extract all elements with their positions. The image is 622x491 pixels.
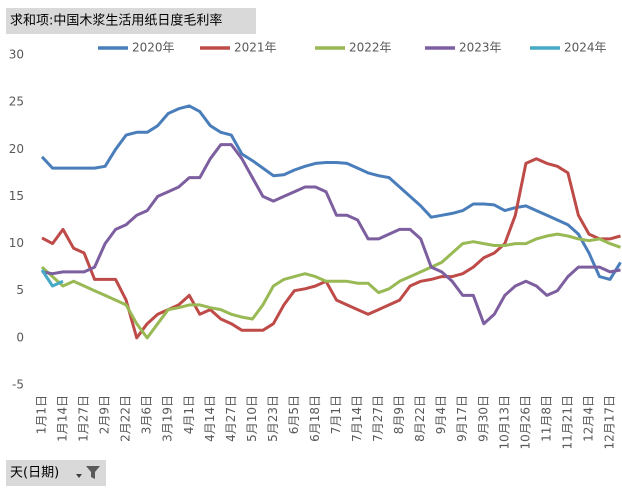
- x-tick-label: 9月30日: [476, 395, 490, 442]
- x-tick-label: 3月19日: [161, 395, 175, 442]
- x-tick-label: 5月10日: [245, 395, 259, 442]
- legend-label: 2023年: [459, 41, 502, 55]
- button-bg[interactable]: [6, 460, 106, 486]
- x-tick-label: 3月6日: [140, 395, 154, 434]
- x-tick-label: 1月1日: [35, 395, 49, 434]
- x-tick-label: 12月4日: [581, 395, 595, 442]
- x-tick-label: 1月14日: [56, 395, 70, 442]
- legend-label: 2020年: [132, 41, 175, 55]
- y-tick-label: -5: [12, 378, 24, 392]
- filter-icon[interactable]: [86, 466, 100, 479]
- y-tick-label: 15: [9, 189, 24, 203]
- series-line: [40, 269, 64, 288]
- chart-title: 求和项:中国木浆生活用纸日度毛利率: [10, 13, 222, 29]
- x-tick-label: 4月14日: [203, 395, 217, 442]
- x-tick-label: 7月14日: [350, 395, 364, 442]
- series-line: [40, 104, 622, 281]
- button-label[interactable]: 天(日期): [10, 466, 59, 481]
- dropdown-icon[interactable]: [76, 474, 82, 478]
- x-tick-label: 7月27日: [371, 395, 385, 442]
- legend-label: 2024年: [564, 41, 607, 55]
- x-tick-label: 1月27日: [77, 395, 91, 442]
- y-tick-label: 20: [9, 142, 24, 156]
- y-tick-label: 10: [9, 236, 24, 250]
- y-tick-label: 5: [16, 283, 24, 297]
- y-tick-label: 0: [16, 330, 24, 344]
- x-tick-label: 4月1日: [182, 395, 196, 434]
- x-tick-label: 4月27日: [224, 395, 238, 442]
- legend-label: 2021年: [234, 41, 277, 55]
- x-tick-label: 2月9日: [98, 395, 112, 434]
- x-tick-label: 11月21日: [560, 395, 574, 450]
- x-tick-label: 11月8日: [539, 395, 553, 442]
- x-tick-label: 6月18日: [308, 395, 322, 442]
- x-tick-label: 8月22日: [413, 395, 427, 442]
- x-tick-label: 10月26日: [518, 395, 532, 450]
- y-tick-label: 30: [9, 48, 24, 62]
- x-tick-label: 6月5日: [287, 395, 301, 434]
- x-tick-label: 9月17日: [455, 395, 469, 442]
- x-tick-label: 8月9日: [392, 395, 406, 434]
- series-line: [41, 157, 621, 340]
- x-tick-label: 9月4日: [434, 395, 448, 434]
- x-tick-label: 12月17日: [603, 395, 617, 450]
- x-tick-label: 7月1日: [329, 395, 343, 434]
- x-tick-label: 5月23日: [266, 395, 280, 442]
- series-line: [40, 232, 621, 340]
- title-box: [6, 8, 256, 34]
- y-tick-label: 25: [9, 95, 24, 109]
- x-axis-button[interactable]: 天(日期): [6, 460, 106, 486]
- legend-label: 2022年: [349, 41, 392, 55]
- x-tick-label: 10月13日: [497, 395, 511, 450]
- series-line: [41, 143, 621, 326]
- x-tick-label: 2月22日: [119, 395, 133, 442]
